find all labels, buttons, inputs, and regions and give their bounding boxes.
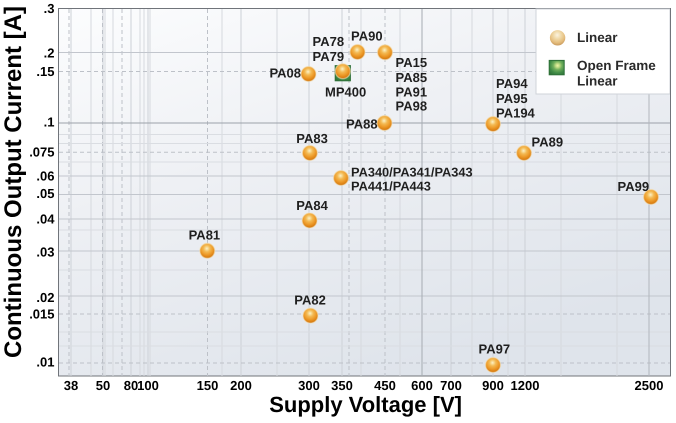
svg-text:.2: .2: [44, 45, 55, 60]
svg-text:PA83: PA83: [296, 131, 328, 146]
svg-text:PA79: PA79: [313, 49, 345, 64]
svg-text:.02: .02: [36, 290, 54, 305]
svg-text:PA78: PA78: [313, 34, 345, 49]
svg-text:Continuous Output Current [A]: Continuous Output Current [A]: [0, 6, 27, 358]
svg-text:.1: .1: [44, 114, 55, 129]
svg-text:50: 50: [96, 378, 110, 393]
svg-text:100: 100: [137, 378, 159, 393]
svg-text:PA94: PA94: [496, 76, 528, 91]
svg-text:PA91: PA91: [396, 85, 428, 100]
svg-text:PA85: PA85: [396, 70, 428, 85]
svg-text:450: 450: [374, 378, 396, 393]
svg-text:.3: .3: [44, 1, 55, 16]
svg-text:MP400: MP400: [325, 85, 366, 100]
svg-text:350: 350: [331, 378, 353, 393]
svg-text:150: 150: [197, 378, 219, 393]
svg-text:Linear: Linear: [577, 30, 618, 45]
svg-text:.15: .15: [36, 64, 54, 79]
svg-text:.06: .06: [36, 168, 54, 183]
svg-text:PA08: PA08: [269, 66, 301, 81]
svg-text:PA81: PA81: [189, 228, 221, 243]
svg-text:PA97: PA97: [479, 342, 511, 357]
svg-text:PA95: PA95: [496, 91, 528, 106]
svg-text:700: 700: [440, 378, 462, 393]
svg-text:.015: .015: [29, 306, 54, 321]
svg-text:2500: 2500: [635, 378, 664, 393]
svg-text:80: 80: [124, 378, 138, 393]
svg-text:300: 300: [298, 378, 320, 393]
svg-text:900: 900: [482, 378, 504, 393]
svg-text:600: 600: [411, 378, 433, 393]
svg-text:200: 200: [230, 378, 252, 393]
svg-text:Linear: Linear: [577, 73, 618, 88]
svg-text:PA98: PA98: [396, 98, 428, 113]
svg-text:PA340/PA341/PA343: PA340/PA341/PA343: [351, 165, 473, 180]
svg-text:.03: .03: [36, 244, 54, 259]
svg-text:.01: .01: [36, 354, 54, 369]
svg-text:PA15: PA15: [396, 55, 428, 70]
svg-text:PA441/PA443: PA441/PA443: [351, 179, 431, 194]
svg-text:PA88: PA88: [346, 117, 378, 132]
svg-text:1200: 1200: [511, 378, 540, 393]
svg-text:PA89: PA89: [532, 135, 564, 150]
svg-text:.075: .075: [29, 145, 54, 160]
svg-text:.05: .05: [36, 186, 54, 201]
svg-text:Supply Voltage [V]: Supply Voltage [V]: [269, 392, 462, 417]
svg-text:PA194: PA194: [496, 106, 536, 121]
svg-text:Open Frame: Open Frame: [577, 58, 656, 73]
svg-text:.04: .04: [36, 211, 55, 226]
svg-text:PA90: PA90: [351, 29, 383, 44]
svg-text:38: 38: [64, 378, 78, 393]
svg-text:PA84: PA84: [296, 198, 328, 213]
svg-text:PA82: PA82: [294, 293, 326, 308]
svg-text:PA99: PA99: [618, 179, 650, 194]
